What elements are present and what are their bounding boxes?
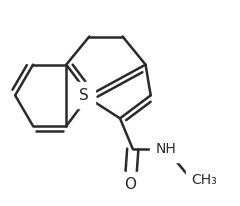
Text: CH₃: CH₃ xyxy=(192,173,217,187)
Text: O: O xyxy=(124,177,136,192)
Text: S: S xyxy=(79,88,89,103)
Text: NH: NH xyxy=(156,142,176,156)
